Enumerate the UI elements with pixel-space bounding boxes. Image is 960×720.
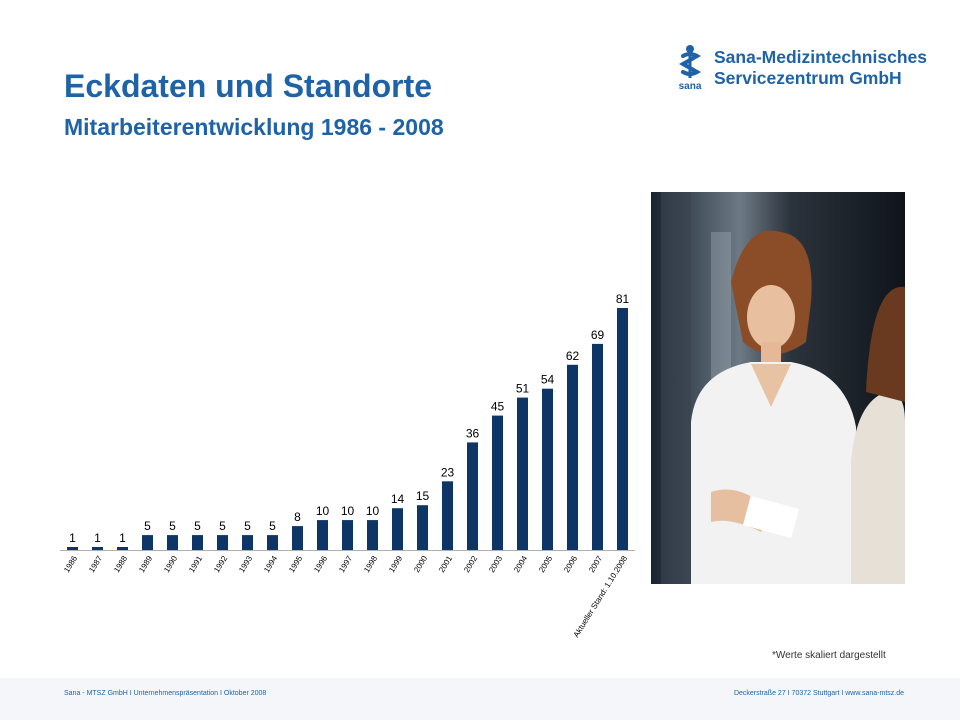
x-tick-label: 2000 [412,554,429,574]
x-tick-label: 1997 [337,554,354,574]
data-label: 54 [541,373,555,387]
x-tick-label: 2005 [537,554,554,574]
x-tick-label: 2003 [487,554,504,574]
bar-1997 [342,520,353,550]
sana-logo-icon: sana [679,45,702,92]
data-label: 5 [169,519,176,533]
data-label: 1 [119,531,126,545]
bar-1994 [267,535,278,550]
x-tick-label: 1987 [87,554,104,574]
footer-right-text: Deckerstraße 27 I 70372 Stuttgart I www.… [733,690,904,697]
bar-1991 [192,535,203,550]
bar-1992 [217,535,228,550]
data-label: 5 [144,519,151,533]
bar-2002 [467,442,478,550]
data-label: 14 [391,492,405,506]
page-subtitle: Mitarbeiterentwicklung 1986 - 2008 [64,114,444,140]
bar-1988 [117,547,128,550]
data-label: 81 [616,292,630,306]
x-tick-label: 2006 [562,554,579,574]
bar-2003 [492,415,503,550]
page-title: Eckdaten und Standorte [64,68,433,104]
bar-1996 [317,520,328,550]
x-tick-label: 1995 [287,554,304,574]
bar-1993 [242,535,253,550]
x-tick-label: Aktueller Stand: 1.10.2008 [572,554,630,639]
bar-2004 [517,397,528,550]
x-tick-label: 1988 [112,554,129,574]
x-tick-label: 2001 [437,554,454,574]
x-tick-label: 2007 [587,554,604,574]
x-tick-label: 1996 [312,554,329,574]
x-tick-label: 1986 [62,554,79,574]
x-tick-label: 2002 [462,554,479,574]
data-label: 5 [219,519,226,533]
bar-1989 [142,535,153,550]
data-label: 8 [294,510,301,524]
scale-note: *Werte skaliert dargestellt [772,650,886,661]
data-label: 5 [194,519,201,533]
bar-1998 [367,520,378,550]
x-tick-label: 1989 [137,554,154,574]
photo-illustration [651,192,905,584]
bar-1990 [167,535,178,550]
logo-wordmark: Sana-Medizintechnisches Servicezentrum G… [714,47,927,89]
x-tick-label: 1993 [237,554,254,574]
bar-2007 [592,343,603,550]
bar-1995 [292,526,303,550]
data-label: 5 [269,519,276,533]
data-label: 1 [94,531,101,545]
data-label: 10 [366,504,380,518]
x-tick-labels-layer: 1986 1987 1988 1989 1990 1991 1992 1993 1994 1995… [62,554,629,639]
bar-2005 [542,388,553,550]
bar-1987 [92,547,103,550]
data-label: 36 [466,426,480,440]
data-label: 10 [341,504,355,518]
x-tick-label: 2004 [512,554,529,574]
bar-2001 [442,481,453,550]
bar-2000 [417,505,428,550]
bar-aktueller-stand-1-10-2008 [617,308,628,550]
data-label: 62 [566,349,580,363]
data-label: 15 [416,489,430,503]
x-tick-label: 1990 [162,554,179,574]
x-tick-label: 1991 [187,554,204,574]
data-label: 10 [316,504,330,518]
x-tick-label: 1992 [212,554,229,574]
logo-line-2: Servicezentrum GmbH [714,68,902,88]
x-tick-label: 1999 [387,554,404,574]
data-label: 23 [441,465,455,479]
data-label: 5 [244,519,251,533]
data-label: 1 [69,531,76,545]
logo-line-1: Sana-Medizintechnisches [714,47,927,67]
bars-layer [67,308,628,550]
photo-two-women [651,192,905,584]
data-label: 69 [591,328,605,342]
data-label: 45 [491,400,505,414]
logo-mark-text: sana [679,81,702,92]
bar-1986 [67,547,78,550]
footer-left-text: Sana - MTSZ GmbH I Unternehmenspräsentat… [64,690,267,697]
footer-bar: Sana - MTSZ GmbH I Unternehmenspräsentat… [0,678,960,720]
data-label: 51 [516,382,530,396]
bar-2006 [567,364,578,550]
x-tick-label: 1994 [262,554,279,574]
company-logo: sana Sana-Medizintechnisches Servicezent… [670,44,927,94]
x-tick-label: 1998 [362,554,379,574]
bar-1999 [392,508,403,550]
